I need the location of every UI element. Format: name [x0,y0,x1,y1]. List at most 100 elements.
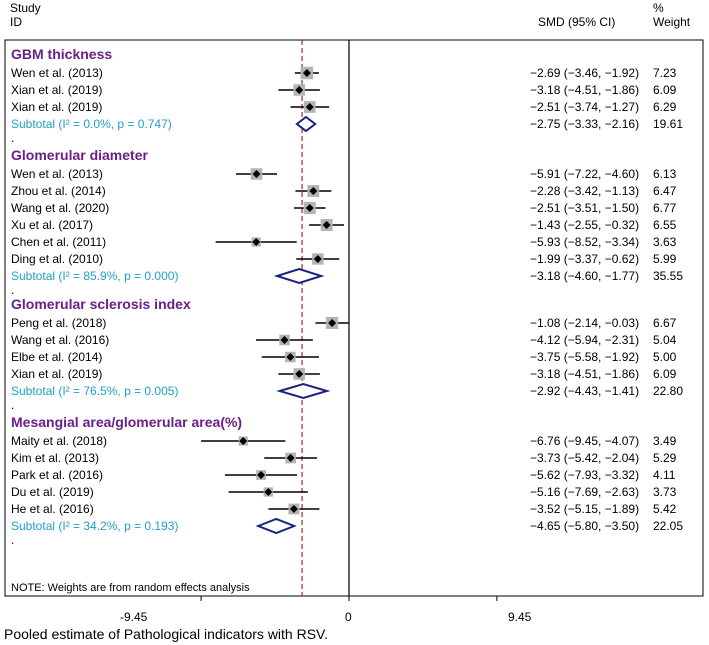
study-label: Xian et al. (2019) [11,83,103,97]
study-point-estimate [305,103,314,111]
study-point-estimate [305,204,314,212]
header-id-label: ID [10,15,22,29]
subtotal-weight: 22.80 [653,384,684,398]
study-ci: −3.18 (−4.51, −1.86) [530,83,640,97]
subtotal-diamond [276,382,331,400]
study-label: Xian et al. (2019) [11,100,103,114]
study-point-estimate [322,221,331,229]
study-point-estimate [313,255,322,263]
study-weight: 3.49 [653,434,677,448]
study-point-estimate [302,69,311,77]
study-weight: 6.77 [653,201,677,215]
study-point-estimate [286,353,295,361]
study-ci: −3.18 (−4.51, −1.86) [530,367,640,381]
group-title: Mesangial area/glomerular area(%) [11,414,243,430]
study-ci: −2.51 (−3.51, −1.50) [530,201,640,215]
study-weight: 6.29 [653,100,677,114]
study-label: Wen et al. (2013) [11,66,103,80]
study-weight: 3.63 [653,235,677,249]
subtotal-label: Subtotal (I² = 34.2%, p = 0.193) [11,519,179,533]
header-percent-label: % [653,1,664,15]
subtotal-ci: −3.18 (−4.60, −1.77) [530,269,640,283]
study-point-estimate [252,170,261,178]
study-weight: 4.11 [653,468,676,482]
subtotal-weight: 35.55 [653,269,684,283]
study-label: Wen et al. (2013) [11,167,103,181]
subtotal-ci: −2.92 (−4.43, −1.41) [530,384,640,398]
study-label: Peng et al. (2018) [11,316,107,330]
figure-caption: Pooled estimate of Pathological indicato… [4,626,328,642]
study-weight: 6.09 [653,83,677,97]
subtotal-weight: 22.05 [653,519,684,533]
study-weight: 6.67 [653,316,677,330]
study-point-estimate [264,488,273,496]
study-point-estimate [309,187,318,195]
study-label: Park et al. (2016) [11,468,104,482]
study-point-estimate [328,319,337,327]
study-label: Xu et al. (2017) [11,218,94,232]
study-weight: 6.55 [653,218,677,232]
header-study-label: Study [10,1,41,15]
study-point-estimate [252,238,261,246]
study-point-estimate [239,437,248,445]
study-weight: 6.47 [653,184,677,198]
study-ci: −3.75 (−5.58, −1.92) [530,350,640,364]
study-label: Chen et al. (2011) [11,235,107,249]
study-point-estimate [295,370,304,378]
x-tick-label-right: 9.45 [508,610,532,624]
study-ci: −3.52 (−5.15, −1.89) [530,502,640,516]
study-ci: −6.76 (−9.45, −4.07) [530,434,640,448]
study-label: Zhou et al. (2014) [11,184,106,198]
study-weight: 5.42 [653,502,677,516]
study-point-estimate [295,86,304,94]
subtotal-diamond [273,267,325,285]
study-ci: −2.51 (−3.74, −1.27) [530,100,640,114]
study-ci: −5.93 (−8.52, −3.34) [530,235,640,249]
study-point-estimate [286,454,295,462]
group-title: Glomerular sclerosis index [11,296,191,312]
study-ci: −2.28 (−3.42, −1.13) [530,184,640,198]
study-label: He et al. (2016) [11,502,94,516]
study-ci: −4.12 (−5.94, −2.31) [530,333,640,347]
subtotal-label: Subtotal (I² = 76.5%, p = 0.005) [11,384,179,398]
subtotal-diamond [255,517,297,535]
study-label: Kim et al. (2013) [11,451,100,465]
subtotal-weight: 19.61 [653,117,684,131]
study-point-estimate [280,336,289,344]
study-label: Wang et al. (2020) [11,201,110,215]
study-weight: 5.99 [653,252,677,266]
plot-frame [4,39,704,597]
subtotal-diamond [295,115,317,133]
study-label: Xian et al. (2019) [11,367,103,381]
group-separator-dot: . [11,283,15,297]
study-weight: 7.23 [653,66,677,80]
study-weight: 6.13 [653,167,677,181]
study-ci: −3.73 (−5.42, −2.04) [530,451,640,465]
study-ci: −5.16 (−7.69, −2.63) [530,485,640,499]
header-smd-label: SMD (95% CI) [538,15,616,29]
study-point-estimate [289,505,298,513]
study-label: Du et al. (2019) [11,485,94,499]
study-label: Wang et al. (2016) [11,333,110,347]
study-ci: −5.62 (−7.93, −3.32) [530,468,640,482]
study-weight: 5.29 [653,451,677,465]
x-tick-label-left: -9.45 [120,610,148,624]
study-point-estimate [257,471,266,479]
study-weight: 3.73 [653,485,677,499]
group-separator-dot: . [11,398,15,412]
study-ci: −1.08 (−2.14, −0.03) [530,316,640,330]
subtotal-label: Subtotal (I² = 0.0%, p = 0.747) [11,117,172,131]
group-separator-dot: . [11,131,15,145]
group-title: GBM thickness [11,46,113,62]
study-weight: 5.00 [653,350,677,364]
subtotal-ci: −2.75 (−3.33, −2.16) [530,117,640,131]
study-ci: −2.69 (−3.46, −1.92) [530,66,640,80]
study-weight: 5.04 [653,333,677,347]
group-title: Glomerular diameter [11,147,148,163]
subtotal-ci: −4.65 (−5.80, −3.50) [530,519,640,533]
x-tick-label-zero: 0 [345,610,352,624]
weights-note: NOTE: Weights are from random effects an… [11,582,250,594]
study-ci: −1.43 (−2.55, −0.32) [530,218,640,232]
study-ci: −1.99 (−3.37, −0.62) [530,252,640,266]
